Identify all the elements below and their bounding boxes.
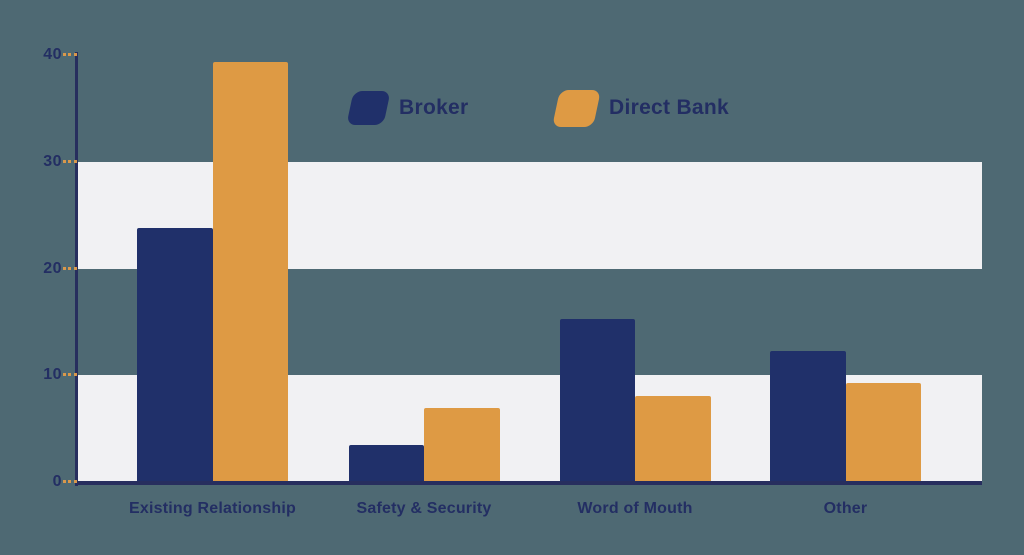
bar-direct-bank-other xyxy=(845,382,921,482)
x-axis-label-other: Other xyxy=(823,500,868,517)
bar-direct-bank-safety-security xyxy=(424,408,500,482)
bar-broker-other xyxy=(770,350,846,482)
y-tick-label-30: 30 xyxy=(43,152,62,170)
bar-direct-bank-existing-relationship xyxy=(212,62,288,482)
bar-direct-bank-word-of-mouth xyxy=(635,395,711,482)
y-tick-mark-10 xyxy=(63,373,77,377)
legend-label-broker: Broker xyxy=(399,96,469,119)
y-tick-label-10: 10 xyxy=(43,366,62,384)
y-tick-mark-30 xyxy=(63,159,77,163)
x-axis-label-existing-relationship: Existing Relationship xyxy=(129,500,296,517)
legend-item-broker: Broker xyxy=(346,89,469,127)
legend-item-direct-bank: Direct Bank xyxy=(552,89,730,127)
y-tick-mark-0 xyxy=(63,480,77,483)
y-tick-label-20: 20 xyxy=(43,259,62,277)
x-axis-label-safety-security: Safety & Security xyxy=(356,500,492,517)
y-tick-label-40: 40 xyxy=(43,46,62,63)
legend-label-direct-bank: Direct Bank xyxy=(609,96,730,119)
bar-broker-existing-relationship xyxy=(137,227,213,482)
y-tick-mark-40 xyxy=(63,53,77,56)
broker-legend-swatch-icon xyxy=(346,91,391,125)
bar-broker-word-of-mouth xyxy=(559,318,635,482)
direct-bank-legend-swatch-icon xyxy=(552,89,601,127)
y-tick-mark-20 xyxy=(63,266,77,270)
y-tick-label-0: 0 xyxy=(52,473,62,490)
x-axis-line xyxy=(75,481,982,485)
x-axis-label-word-of-mouth: Word of Mouth xyxy=(577,500,693,517)
bar-broker-safety-security xyxy=(348,444,424,482)
